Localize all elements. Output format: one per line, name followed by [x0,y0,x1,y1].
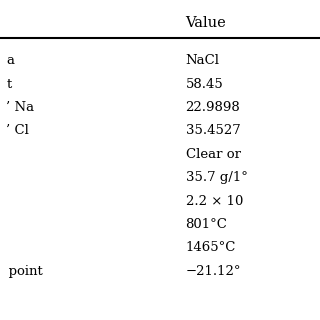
Text: 58.45: 58.45 [186,78,223,91]
Text: ’ Cl: ’ Cl [6,124,29,138]
Text: NaCl: NaCl [186,54,220,68]
Text: 1465°C: 1465°C [186,241,236,254]
Text: t: t [6,78,12,91]
Text: 35.7 g/1°: 35.7 g/1° [186,171,247,184]
Text: 22.9898: 22.9898 [186,101,240,114]
Text: −21.12°: −21.12° [186,265,241,278]
Text: Value: Value [186,16,226,30]
Text: point: point [6,265,43,278]
Text: 2.2 × 10: 2.2 × 10 [186,195,243,208]
Text: 35.4527: 35.4527 [186,124,240,138]
Text: a: a [6,54,14,68]
Text: ’ Na: ’ Na [6,101,35,114]
Text: 801°C: 801°C [186,218,228,231]
Text: Clear or: Clear or [186,148,241,161]
